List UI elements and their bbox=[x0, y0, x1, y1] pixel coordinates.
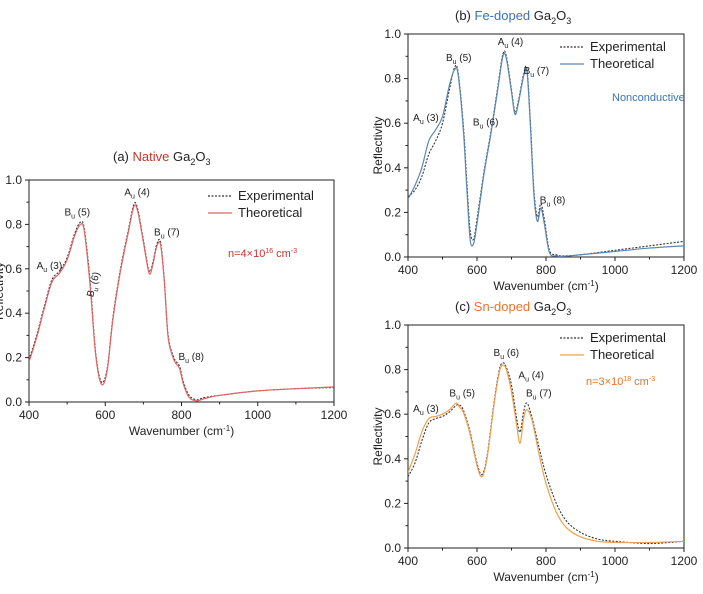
y-tick-label: 1.0 bbox=[5, 173, 22, 187]
panel-title: (c) Sn-doped Ga2O3 bbox=[455, 299, 571, 317]
y-tick-label: 0.6 bbox=[384, 407, 401, 421]
legend-label: Theoretical bbox=[590, 347, 654, 362]
panel-c-sn-doped: 400 600 800 1000 1200 0.0 0.2 0.4 0.6 0.8 1.0 Waven… bbox=[371, 299, 698, 584]
y-axis-label: Reflectivity bbox=[371, 116, 385, 174]
y-tick-label: 0.8 bbox=[384, 363, 401, 377]
mode-label: Au (3) bbox=[37, 261, 63, 274]
mode-label: Au (4) bbox=[124, 188, 150, 201]
x-tick-label: 800 bbox=[536, 554, 556, 568]
x-tick-label: 400 bbox=[398, 263, 418, 277]
mode-label: Bu (7) bbox=[526, 388, 552, 401]
series-line-theoretical bbox=[408, 52, 684, 257]
y-tick-label: 0.4 bbox=[5, 306, 22, 320]
x-axis-label: Wavenumber (cm-1) bbox=[129, 424, 234, 438]
mode-label: Bu (5) bbox=[449, 388, 475, 401]
panel-a-native: 400 600 800 1000 1200 0.0 0.2 0.4 0.6 0.8 1.0 Waven… bbox=[0, 149, 348, 438]
y-tick-label: 1.0 bbox=[384, 27, 401, 41]
y-tick-label: 0.0 bbox=[384, 250, 401, 264]
panel-title: (a) Native Ga2O3 bbox=[113, 149, 210, 167]
panel-title: (b) Fe-doped Ga2O3 bbox=[455, 8, 571, 26]
x-axis-label: Wavenumber (cm-1) bbox=[493, 279, 598, 293]
y-axis-label: Reflectivity bbox=[371, 407, 385, 465]
y-axis-label: Reflectivity bbox=[0, 262, 6, 320]
mode-label: Bu (5) bbox=[446, 53, 472, 66]
y-tick-label: 0.4 bbox=[384, 452, 401, 466]
y-tick-label: 0.6 bbox=[384, 116, 401, 130]
y-tick-label: 0.8 bbox=[384, 72, 401, 86]
mode-label: Bu (7) bbox=[524, 66, 550, 79]
panel-annotation: Nonconductive bbox=[612, 92, 685, 104]
legend-label: Experimental bbox=[590, 330, 666, 345]
series-line-experimental bbox=[29, 202, 334, 401]
mode-label: Au (4) bbox=[498, 37, 524, 50]
series-line-theoretical bbox=[29, 204, 334, 402]
mode-label: Bu (7) bbox=[154, 228, 180, 241]
x-axis-label: Wavenumber (cm-1) bbox=[493, 570, 598, 584]
x-tick-label: 1200 bbox=[671, 263, 698, 277]
y-tick-label: 0.4 bbox=[384, 161, 401, 175]
x-tick-label: 1000 bbox=[602, 554, 629, 568]
mode-label: Au (3) bbox=[413, 404, 439, 417]
panel-b-fe-doped: 400 600 800 1000 1200 0.0 0.2 0.4 0.6 0.8 1.0 Waven… bbox=[371, 8, 698, 293]
panel-annotation: n=4×1016 cm-3 bbox=[228, 248, 297, 260]
y-tick-label: 0.0 bbox=[5, 395, 22, 409]
panel-annotation: n=3×1018 cm-3 bbox=[586, 376, 655, 388]
x-tick-label: 400 bbox=[398, 554, 418, 568]
mode-label: Au (3) bbox=[413, 113, 439, 126]
series-line-theoretical bbox=[408, 364, 684, 544]
mode-label: Bu (6) bbox=[473, 117, 499, 130]
legend-label: Theoretical bbox=[238, 205, 302, 220]
x-tick-label: 1200 bbox=[321, 408, 348, 422]
x-tick-label: 1200 bbox=[671, 554, 698, 568]
mode-label: Bu (6) bbox=[494, 348, 520, 361]
y-tick-label: 0.2 bbox=[384, 205, 401, 219]
mode-label: Bu (8) bbox=[178, 352, 204, 365]
x-tick-label: 400 bbox=[19, 408, 39, 422]
mode-label: Bu (6) bbox=[85, 271, 104, 299]
y-tick-label: 0.2 bbox=[384, 496, 401, 510]
y-tick-label: 0.6 bbox=[5, 262, 22, 276]
series-line-experimental bbox=[408, 50, 684, 257]
y-tick-label: 0.8 bbox=[5, 217, 22, 231]
x-tick-label: 600 bbox=[467, 263, 487, 277]
legend-label: Experimental bbox=[238, 188, 314, 203]
x-tick-label: 600 bbox=[95, 408, 115, 422]
x-tick-label: 800 bbox=[171, 408, 191, 422]
x-tick-label: 1000 bbox=[244, 408, 271, 422]
x-tick-label: 800 bbox=[536, 263, 556, 277]
mode-label: Au (4) bbox=[518, 371, 544, 384]
x-tick-label: 1000 bbox=[602, 263, 629, 277]
y-tick-label: 0.0 bbox=[384, 541, 401, 555]
legend-label: Theoretical bbox=[590, 56, 654, 71]
mode-label: Bu (8) bbox=[540, 195, 566, 208]
y-tick-label: 1.0 bbox=[384, 318, 401, 332]
y-tick-label: 0.2 bbox=[5, 351, 22, 365]
x-tick-label: 600 bbox=[467, 554, 487, 568]
legend-label: Experimental bbox=[590, 39, 666, 54]
mode-label: Bu (5) bbox=[64, 208, 90, 221]
